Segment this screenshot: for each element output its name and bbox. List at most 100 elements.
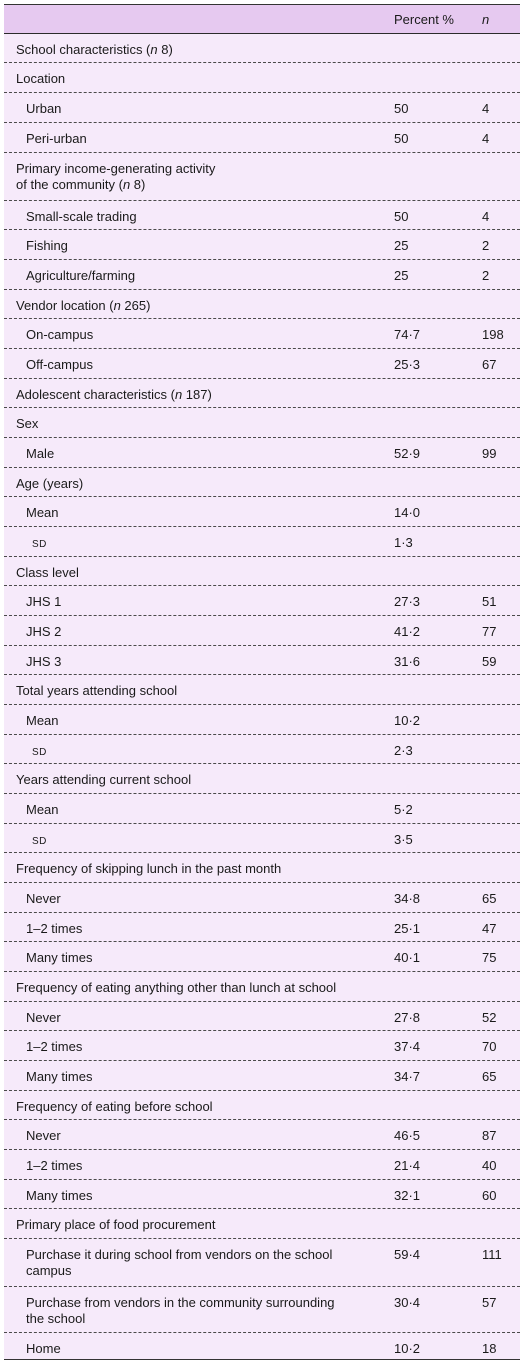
table-row: Many times 40·1 75 [4, 942, 520, 972]
row-label: Many times [26, 1188, 93, 1203]
table-row: Frequency of eating before school [4, 1091, 520, 1120]
row-label: Location [16, 71, 66, 86]
row-label: Mean [26, 505, 59, 520]
row-label: JHS 2 [26, 624, 62, 639]
table-row: On-campus 74·7 198 [4, 319, 520, 349]
table-row: 1–2 times 21·4 40 [4, 1150, 520, 1180]
row-label: Purchase from vendors in the community s… [26, 1295, 335, 1326]
row-percent: 34·7 [394, 1069, 421, 1084]
row-n: 65 [482, 891, 497, 906]
row-n: 75 [482, 950, 497, 965]
row-n: 2 [482, 268, 490, 283]
row-percent: 10·2 [394, 1341, 421, 1356]
table-row: Mean 10·2 [4, 705, 520, 735]
row-percent: 25·3 [394, 357, 421, 372]
row-label: Many times [26, 950, 93, 965]
row-percent: 50 [394, 101, 409, 116]
row-n: 47 [482, 921, 497, 936]
row-percent: 31·6 [394, 654, 421, 669]
row-label: Frequency of eating anything other than … [16, 980, 337, 995]
table-row: Primary income-generating activity of the… [4, 153, 520, 201]
table-row: Never 46·5 87 [4, 1120, 520, 1150]
row-label: Male [26, 446, 55, 461]
row-label: Adolescent characteristics (n 187) [16, 387, 212, 402]
table-row: Fishing 25 2 [4, 230, 520, 260]
row-label: SD [32, 836, 47, 847]
table-row: Frequency of eating anything other than … [4, 972, 520, 1002]
row-label: School characteristics (n 8) [16, 42, 173, 57]
row-label: JHS 1 [26, 594, 62, 609]
table-row: Location [4, 63, 520, 93]
row-label: Total years attending school [16, 683, 178, 698]
table-row: School characteristics (n 8) [4, 34, 520, 63]
header-n: n [482, 12, 490, 27]
row-n: 87 [482, 1128, 497, 1143]
row-n: 51 [482, 594, 497, 609]
row-n: 18 [482, 1341, 497, 1356]
row-n: 4 [482, 209, 490, 224]
row-percent: 32·1 [394, 1188, 421, 1203]
row-percent: 50 [394, 209, 409, 224]
header-percent: Percent % [394, 12, 454, 27]
row-label: Primary place of food procurement [16, 1217, 216, 1232]
row-n: 52 [482, 1010, 497, 1025]
row-label: 1–2 times [26, 1158, 83, 1173]
row-label: Mean [26, 713, 59, 728]
table-row: Mean 14·0 [4, 497, 520, 527]
row-label: Frequency of eating before school [16, 1099, 213, 1114]
row-n: 99 [482, 446, 497, 461]
row-label: Fishing [26, 238, 68, 253]
row-n: 198 [482, 327, 504, 342]
row-label: Age (years) [16, 476, 84, 491]
row-n: 2 [482, 238, 490, 253]
row-percent: 40·1 [394, 950, 421, 965]
table-row: Vendor location (n 265) [4, 290, 520, 319]
row-percent: 25·1 [394, 921, 421, 936]
row-percent: 3·5 [394, 832, 413, 847]
row-percent: 5·2 [394, 802, 413, 817]
table-row: Primary place of food procurement [4, 1209, 520, 1239]
row-n: 4 [482, 131, 490, 146]
row-percent: 34·8 [394, 891, 421, 906]
row-n: 77 [482, 624, 497, 639]
row-label: Primary income-generating activity of the… [16, 161, 216, 192]
row-label: On-campus [26, 327, 94, 342]
row-label: Never [26, 891, 61, 906]
row-n: 60 [482, 1188, 497, 1203]
row-percent: 59·4 [394, 1247, 421, 1262]
table-row: 1–2 times 25·1 47 [4, 913, 520, 942]
table-row: Many times 32·1 60 [4, 1180, 520, 1209]
row-label: Home [26, 1341, 61, 1356]
table-row: Purchase it during school from vendors o… [4, 1239, 520, 1287]
table-row: Years attending current school [4, 764, 520, 794]
row-label: Sex [16, 416, 39, 431]
characteristics-table: Percent % n School characteristics (n 8)… [4, 4, 520, 1360]
row-label: Vendor location (n 265) [16, 298, 151, 313]
row-label: SD [32, 747, 47, 758]
table-row: SD 1·3 [4, 527, 520, 557]
table-row: Small-scale trading 50 4 [4, 201, 520, 230]
row-percent: 74·7 [394, 327, 421, 342]
row-percent: 1·3 [394, 535, 413, 550]
table-row: Urban 50 4 [4, 93, 520, 123]
row-n: 67 [482, 357, 497, 372]
row-label: Peri-urban [26, 131, 87, 146]
row-label: Frequency of skipping lunch in the past … [16, 861, 282, 876]
table-row: JHS 1 27·3 51 [4, 586, 520, 616]
table-row: Male 52·9 99 [4, 438, 520, 468]
table-body: School characteristics (n 8) Location Urba… [4, 34, 520, 1363]
table-row: Frequency of skipping lunch in the past … [4, 853, 520, 883]
row-label: Never [26, 1010, 61, 1025]
row-n: 57 [482, 1295, 497, 1310]
row-percent: 27·8 [394, 1010, 421, 1025]
row-percent: 37·4 [394, 1039, 421, 1054]
table-row: SD 3·5 [4, 824, 520, 853]
row-label: Never [26, 1128, 61, 1143]
row-percent: 30·4 [394, 1295, 421, 1310]
table-row: Peri-urban 50 4 [4, 123, 520, 153]
row-n: 4 [482, 101, 490, 116]
row-percent: 14·0 [394, 505, 421, 520]
row-label: SD [32, 539, 47, 550]
table-row: Mean 5·2 [4, 794, 520, 824]
row-label: 1–2 times [26, 921, 83, 936]
